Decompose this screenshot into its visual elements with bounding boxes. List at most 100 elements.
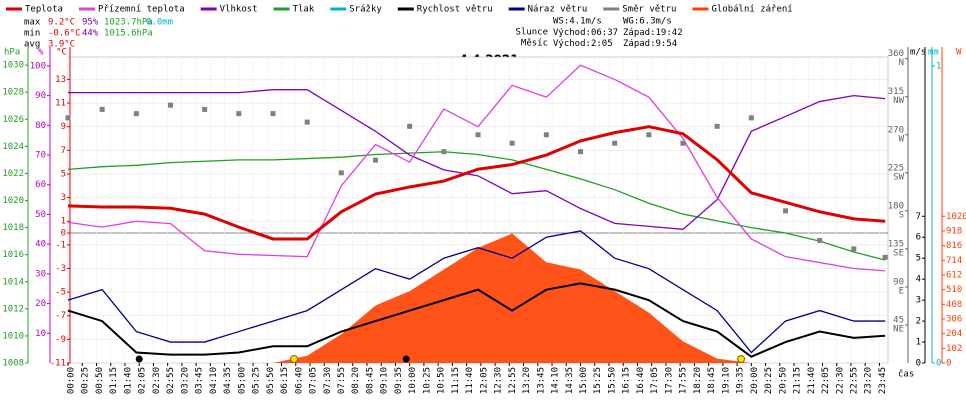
axis-tick-label: -9 <box>55 335 66 345</box>
direction-tick-dir: SW <box>893 172 904 182</box>
direction-point <box>817 237 823 243</box>
x-tick-label: 00:25 <box>81 367 91 394</box>
x-tick-label: 05:25 <box>252 367 262 394</box>
x-tick-label: 04:35 <box>223 367 233 394</box>
axis-tick-label: 408 <box>946 300 962 310</box>
astro-set-label: Západ: <box>623 28 656 38</box>
axis-tick-label: 1020 <box>2 196 24 206</box>
direction-point <box>748 115 754 121</box>
axis-tick-label: 50 <box>35 210 46 220</box>
stats-value: 3.9°C <box>48 40 75 50</box>
wind-info: WG:6.3m/s <box>623 17 672 27</box>
x-tick-label: 09:35 <box>394 367 404 394</box>
x-tick-label: 10:00 <box>408 367 418 394</box>
x-tick-label: 05:50 <box>266 367 276 394</box>
x-tick-label: 20:00 <box>750 367 760 394</box>
legend-label: Rychlost větru <box>417 5 493 15</box>
axis-tick-label: 1028 <box>2 88 24 98</box>
axis-tick-label: 40 <box>35 240 46 250</box>
x-tick-label: 00:50 <box>95 367 105 394</box>
x-tick-label: 05:00 <box>237 367 247 394</box>
x-tick-label: 19:35 <box>736 367 746 394</box>
x-tick-label: 15:25 <box>593 367 603 394</box>
axis-tick-label: 1018 <box>2 223 24 233</box>
direction-tick-dir: SE <box>893 248 904 258</box>
direction-point <box>578 149 583 155</box>
axis-tick-label: 4 <box>916 275 921 285</box>
astro-set-time: 19:42 <box>656 28 683 38</box>
stats-row-label: avg <box>24 40 40 50</box>
x-tick-label: 00:00 <box>67 367 77 394</box>
x-tick-label: 22:05 <box>821 367 831 394</box>
axis-tick-label: 1010 <box>2 331 24 341</box>
astro-set-time: 9:54 <box>656 39 678 49</box>
direction-tick-label: 225 <box>888 163 904 173</box>
axis-tick-label: 13 <box>55 75 66 85</box>
x-tick-label: 20:25 <box>764 367 774 394</box>
x-tick-label: 03:20 <box>180 367 190 394</box>
stats-value: 44% <box>82 29 99 39</box>
stats-value: 1015.6hPa <box>104 29 153 39</box>
direction-point <box>168 102 173 108</box>
axis-unit-label: °C <box>56 48 67 58</box>
series-line <box>67 125 886 241</box>
x-tick-label: 16:40 <box>636 367 646 394</box>
axis-tick-label: 5 <box>916 254 921 264</box>
direction-point <box>441 149 447 155</box>
x-tick-label: 22:30 <box>835 367 845 394</box>
axis-tick-label: 20 <box>35 299 46 309</box>
axis-tick-label: 0 <box>936 359 941 369</box>
astro-rise-label: Východ: <box>553 39 591 49</box>
x-tick-label: 18:20 <box>693 367 703 394</box>
axis-tick-label: 204 <box>946 329 962 339</box>
axis-tick-label: 5 <box>61 169 66 179</box>
axis-tick-label: -1 <box>55 240 66 250</box>
axis-tick-label: 510 <box>946 285 962 295</box>
direction-tick-dir: W <box>899 134 905 144</box>
axis-tick-label: 1022 <box>2 169 24 179</box>
stats-value: 0.0mm <box>146 18 173 28</box>
x-tick-label: 11:15 <box>451 367 461 394</box>
axis-tick-label: 714 <box>946 256 962 266</box>
x-tick-label: 16:15 <box>622 367 632 394</box>
x-tick-label: 12:55 <box>508 367 518 394</box>
x-tick-label: 23:20 <box>864 367 874 394</box>
x-tick-label: 15:00 <box>579 367 589 394</box>
axis-tick-label: 102 <box>946 344 962 354</box>
x-tick-label: 01:40 <box>123 367 133 394</box>
x-tick-label: 01:15 <box>109 367 119 394</box>
direction-point <box>270 111 276 117</box>
x-tick-label: 19:10 <box>721 367 731 394</box>
legend-label: Teplota <box>25 5 63 15</box>
direction-point <box>475 132 481 138</box>
sun-marker <box>290 355 299 363</box>
legend-label: Globální záření <box>711 5 792 15</box>
astro-rise-label: Východ: <box>553 28 591 38</box>
axis-tick-label: 60 <box>35 180 46 190</box>
legend-label: Přízemní teplota <box>98 5 185 15</box>
direction-point <box>65 115 71 121</box>
series-line <box>68 89 886 230</box>
astro-set-label: Západ: <box>623 39 656 49</box>
x-tick-label: 14:10 <box>551 367 561 394</box>
x-tick-label: 13:20 <box>522 367 532 394</box>
astro-rise-time: 06:37 <box>591 28 618 38</box>
direction-point <box>373 157 378 163</box>
x-tick-label: 10:50 <box>437 367 447 394</box>
axis-tick-label: 612 <box>946 270 962 280</box>
axis-tick-label: 70 <box>35 151 46 161</box>
direction-point <box>882 254 888 260</box>
direction-tick-dir: E <box>899 286 904 296</box>
direction-tick-label: 45 <box>893 315 904 325</box>
axis-tick-label: 0 <box>916 359 921 369</box>
moon-marker <box>135 355 143 363</box>
x-tick-label: 08:20 <box>351 367 361 394</box>
sun-marker <box>737 355 746 363</box>
direction-point <box>133 111 139 117</box>
axis-tick-label: -5 <box>55 288 66 298</box>
axis-tick-label: 2 <box>916 317 921 327</box>
axis-tick-label: 1030 <box>2 61 24 71</box>
direction-tick-dir: S <box>899 210 904 220</box>
axis-tick-label: 918 <box>946 226 962 236</box>
x-tick-label: 09:10 <box>380 367 390 394</box>
